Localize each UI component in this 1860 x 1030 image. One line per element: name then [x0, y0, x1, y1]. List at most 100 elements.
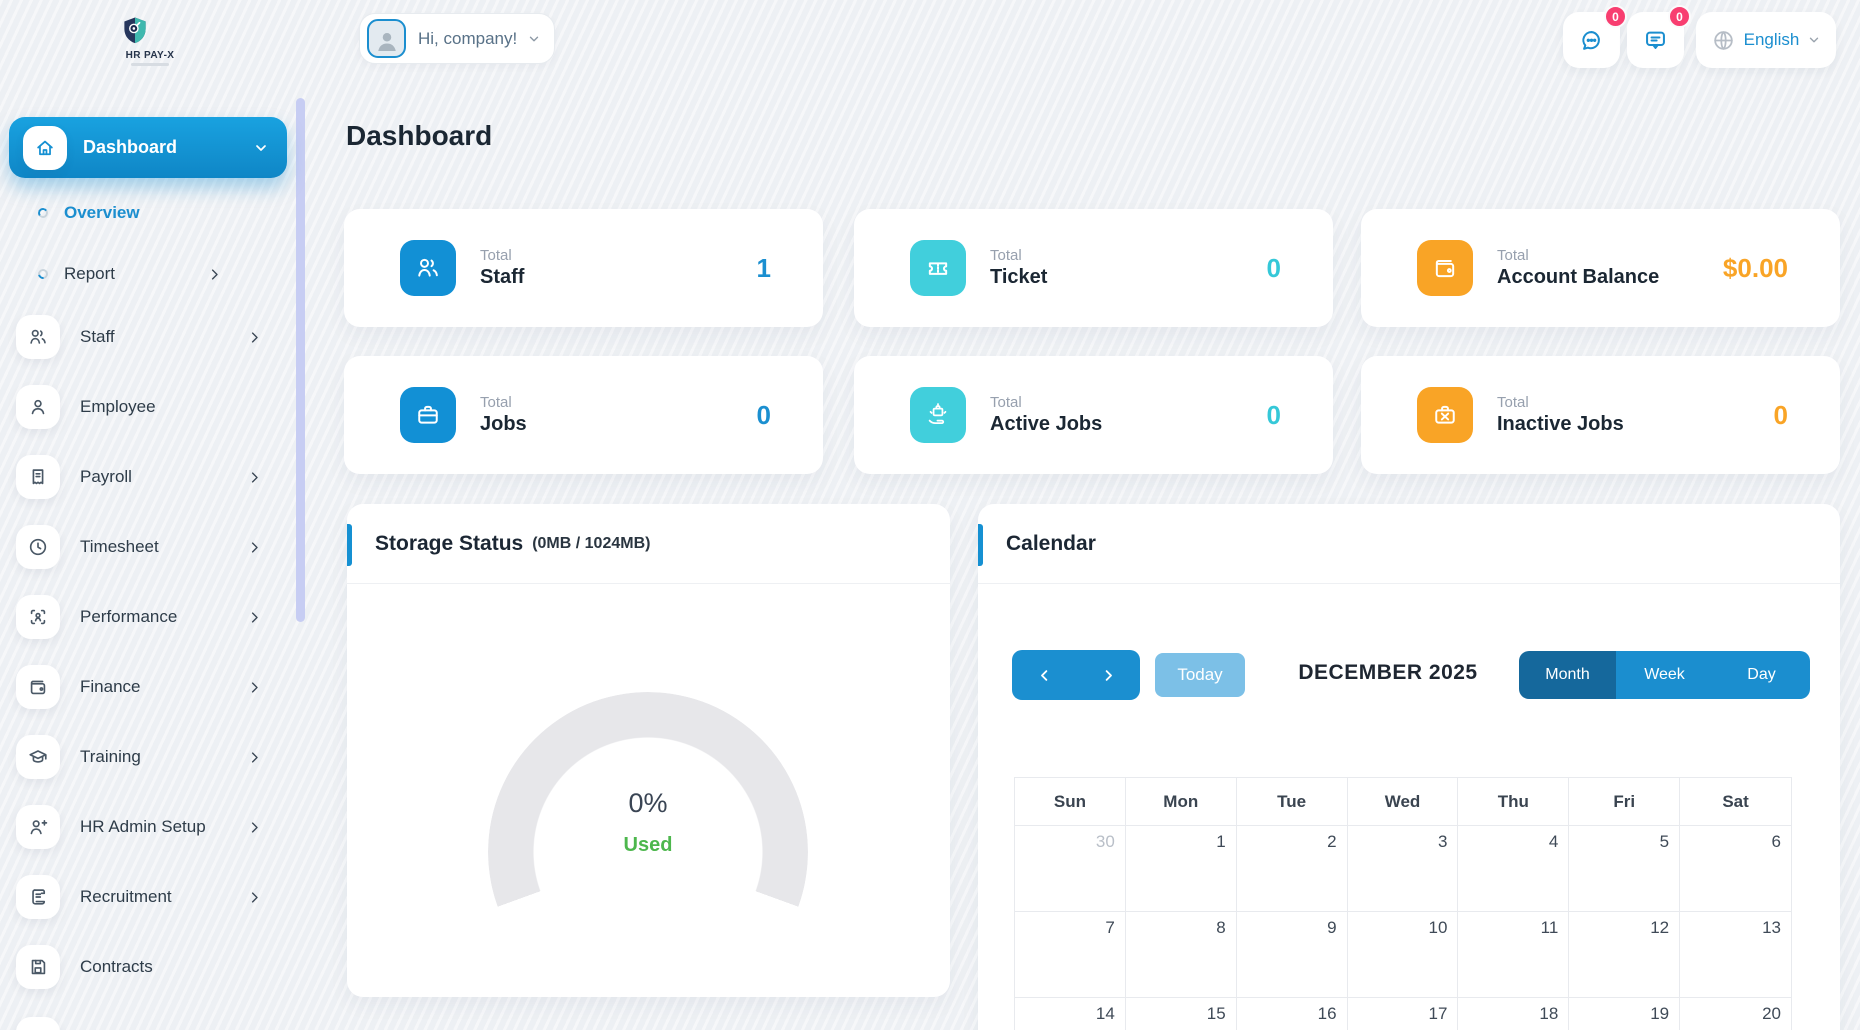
calendar-day-cell[interactable]: 30	[1015, 826, 1126, 912]
language-selector[interactable]: English	[1696, 12, 1836, 68]
sidebar-item-finance[interactable]: Finance	[0, 665, 300, 709]
sidebar-item-label: Overview	[64, 203, 140, 222]
calendar-controls: Today DECEMBER 2025 Month Week Day	[978, 650, 1840, 700]
stat-value: 1	[756, 252, 771, 283]
calendar-grid: Sun Mon Tue Wed Thu Fri Sat 30 1 2 3 4 5…	[1014, 777, 1792, 1030]
sidebar-item-payroll[interactable]: Payroll	[0, 455, 300, 499]
sidebar-item-dashboard[interactable]: Dashboard	[9, 117, 287, 178]
user-menu[interactable]: Hi, company!	[359, 13, 555, 64]
brand-logo[interactable]: HR PAY-X	[118, 14, 182, 66]
calendar-day-cell[interactable]: 17	[1347, 998, 1459, 1030]
scroll-icon	[16, 875, 60, 919]
chevron-right-icon	[247, 820, 262, 835]
sidebar-item-hr-admin-setup[interactable]: HR Admin Setup	[0, 805, 300, 849]
chevron-down-icon	[1807, 33, 1821, 47]
focus-person-icon	[16, 595, 60, 639]
hand-briefcase-icon	[910, 387, 966, 443]
view-day-button[interactable]: Day	[1713, 651, 1810, 699]
home-icon	[23, 125, 67, 170]
sidebar-item-recruitment[interactable]: Recruitment	[0, 875, 300, 919]
stat-prefix: Total	[990, 247, 1022, 264]
calendar-day-cell[interactable]: 14	[1015, 998, 1126, 1030]
chat-button[interactable]: 0	[1563, 5, 1627, 68]
calendar-day-cell[interactable]: 8	[1125, 912, 1237, 998]
calendar-day-cell[interactable]: 4	[1458, 826, 1570, 912]
calendar-day-cell[interactable]: 13	[1680, 912, 1791, 998]
sidebar-item-partial[interactable]	[0, 1017, 300, 1030]
calendar-day-cell[interactable]: 10	[1347, 912, 1459, 998]
graduation-cap-icon	[16, 735, 60, 779]
calendar-view-switcher: Month Week Day	[1519, 651, 1810, 699]
stat-value: 0	[1773, 399, 1788, 430]
sidebar-item-timesheet[interactable]: Timesheet	[0, 525, 300, 569]
stat-card-ticket: Total Ticket 0	[854, 209, 1333, 327]
briefcase-icon	[400, 387, 456, 443]
shield-logo-icon	[118, 14, 182, 48]
chevron-right-icon	[247, 750, 262, 765]
stat-label: Active Jobs	[990, 413, 1103, 435]
calendar-day-cell[interactable]: 16	[1236, 998, 1348, 1030]
messages-button[interactable]: 0	[1627, 5, 1691, 68]
calendar-day-cell[interactable]: 3	[1347, 826, 1459, 912]
today-button[interactable]: Today	[1155, 653, 1245, 697]
calendar-day-cell[interactable]: 6	[1680, 826, 1791, 912]
briefcase-x-icon	[1417, 387, 1473, 443]
calendar-month-title: DECEMBER 2025	[1298, 661, 1478, 684]
receipt-icon	[16, 455, 60, 499]
prev-month-button[interactable]	[1012, 650, 1076, 700]
sidebar-item-label: Payroll	[80, 467, 132, 486]
sidebar-item-label: Staff	[80, 327, 115, 346]
calendar-panel: Calendar Today DECEMBER 2025 Month Week …	[978, 504, 1840, 1030]
gauge-ring	[488, 692, 808, 997]
sidebar-item-report[interactable]: Report	[0, 257, 300, 291]
calendar-day-cell[interactable]: 9	[1236, 912, 1348, 998]
calendar-day-cell[interactable]: 12	[1569, 912, 1681, 998]
ticket-icon	[910, 240, 966, 296]
day-name: Tue	[1236, 778, 1348, 826]
storage-percent: 0%	[628, 788, 668, 818]
sidebar-item-performance[interactable]: Performance	[0, 595, 300, 639]
calendar-day-cell[interactable]: 2	[1236, 826, 1348, 912]
calendar-day-cell[interactable]: 5	[1569, 826, 1681, 912]
save-icon	[16, 945, 60, 989]
stat-prefix: Total	[1497, 394, 1529, 411]
sidebar-item-training[interactable]: Training	[0, 735, 300, 779]
calendar-day-cell[interactable]: 15	[1125, 998, 1237, 1030]
sidebar-item-label: Finance	[80, 677, 141, 696]
stat-value: 0	[1266, 399, 1281, 430]
stat-card-jobs: Total Jobs 0	[344, 356, 823, 474]
avatar	[367, 19, 406, 58]
sidebar-item-staff[interactable]: Staff	[0, 315, 300, 359]
calendar-day-cell[interactable]: 7	[1015, 912, 1126, 998]
sidebar-item-employee[interactable]: Employee	[0, 385, 300, 429]
globe-icon	[1711, 28, 1736, 53]
sidebar-item-label: Contracts	[80, 957, 153, 976]
calendar-nav-group	[1012, 650, 1140, 700]
sidebar-item-overview[interactable]: Overview	[0, 196, 300, 230]
next-month-button[interactable]	[1076, 650, 1140, 700]
sidebar-item-contracts[interactable]: Contracts	[0, 945, 300, 989]
calendar-day-cell[interactable]: 20	[1680, 998, 1791, 1030]
sidebar-item-label: Performance	[80, 607, 178, 626]
page-title: Dashboard	[346, 120, 493, 151]
calendar-day-cell[interactable]: 1	[1125, 826, 1237, 912]
calendar-day-cell[interactable]: 11	[1458, 912, 1570, 998]
day-name: Sun	[1015, 778, 1126, 826]
view-week-button[interactable]: Week	[1616, 651, 1713, 699]
chat-badge: 0	[1604, 5, 1627, 28]
view-month-button[interactable]: Month	[1519, 651, 1616, 699]
sidebar-item-label: Dashboard	[83, 137, 178, 157]
greeting-text: Hi, company!	[418, 28, 518, 48]
calendar-day-cell[interactable]: 18	[1458, 998, 1570, 1030]
users-icon	[16, 315, 60, 359]
day-name: Fri	[1569, 778, 1681, 826]
stat-value: 0	[756, 399, 771, 430]
stat-card-active-jobs: Total Active Jobs 0	[854, 356, 1333, 474]
stat-label: Ticket	[990, 266, 1048, 288]
user-icon	[16, 385, 60, 429]
chevron-right-icon	[247, 470, 262, 485]
chat-bubble-icon	[1578, 27, 1605, 54]
sidebar-scrollbar[interactable]	[296, 98, 305, 622]
calendar-day-cell[interactable]: 19	[1569, 998, 1681, 1030]
